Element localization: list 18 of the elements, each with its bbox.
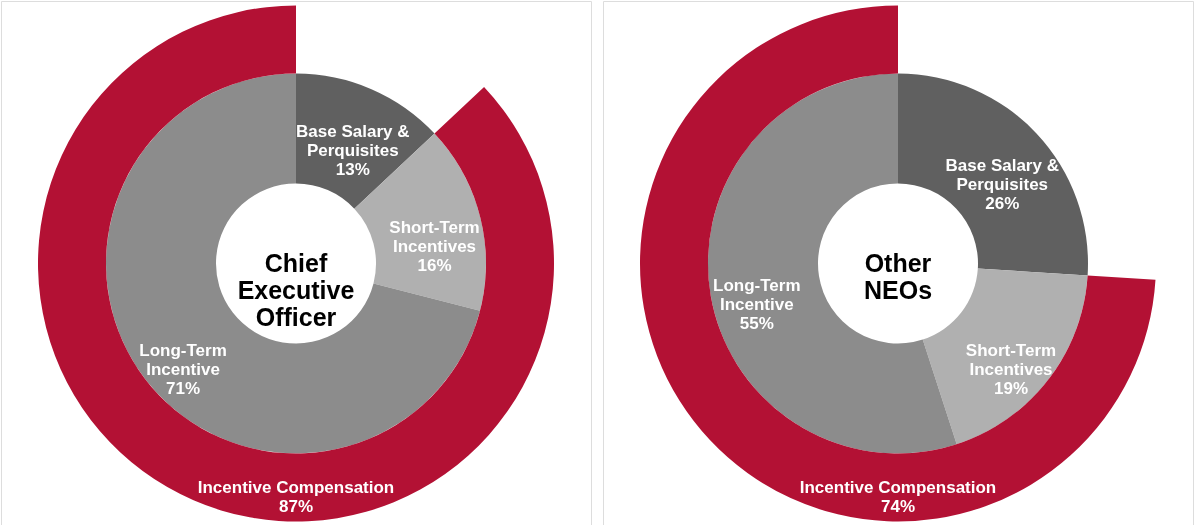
slice-label: Base Salary & Perquisites [296,122,410,161]
data-label: 19% [993,379,1029,399]
text: Chief Executive Officer [237,248,355,331]
data-label: 26% [985,193,1020,213]
slice-label: Base Salary & Perquisites [945,155,1059,194]
data-label: 71% [165,379,201,399]
slice-label: Incentive Compensation [197,477,395,497]
slice-label: Long-Term Incentive [713,275,801,314]
text: Other NEOs [863,248,933,304]
data-label: 13% [335,160,370,180]
slice-label: Short-Term Incentives [389,217,480,256]
data-label: 74% [880,496,916,516]
slice-label: Incentive Compensation [799,477,997,497]
data-label: 55% [739,313,774,333]
slice-label: Short-Term Incentives [965,341,1057,380]
data-label: 87% [278,496,314,516]
slice-label: Long-Term Incentive [139,341,227,380]
data-label: 16% [417,255,452,275]
